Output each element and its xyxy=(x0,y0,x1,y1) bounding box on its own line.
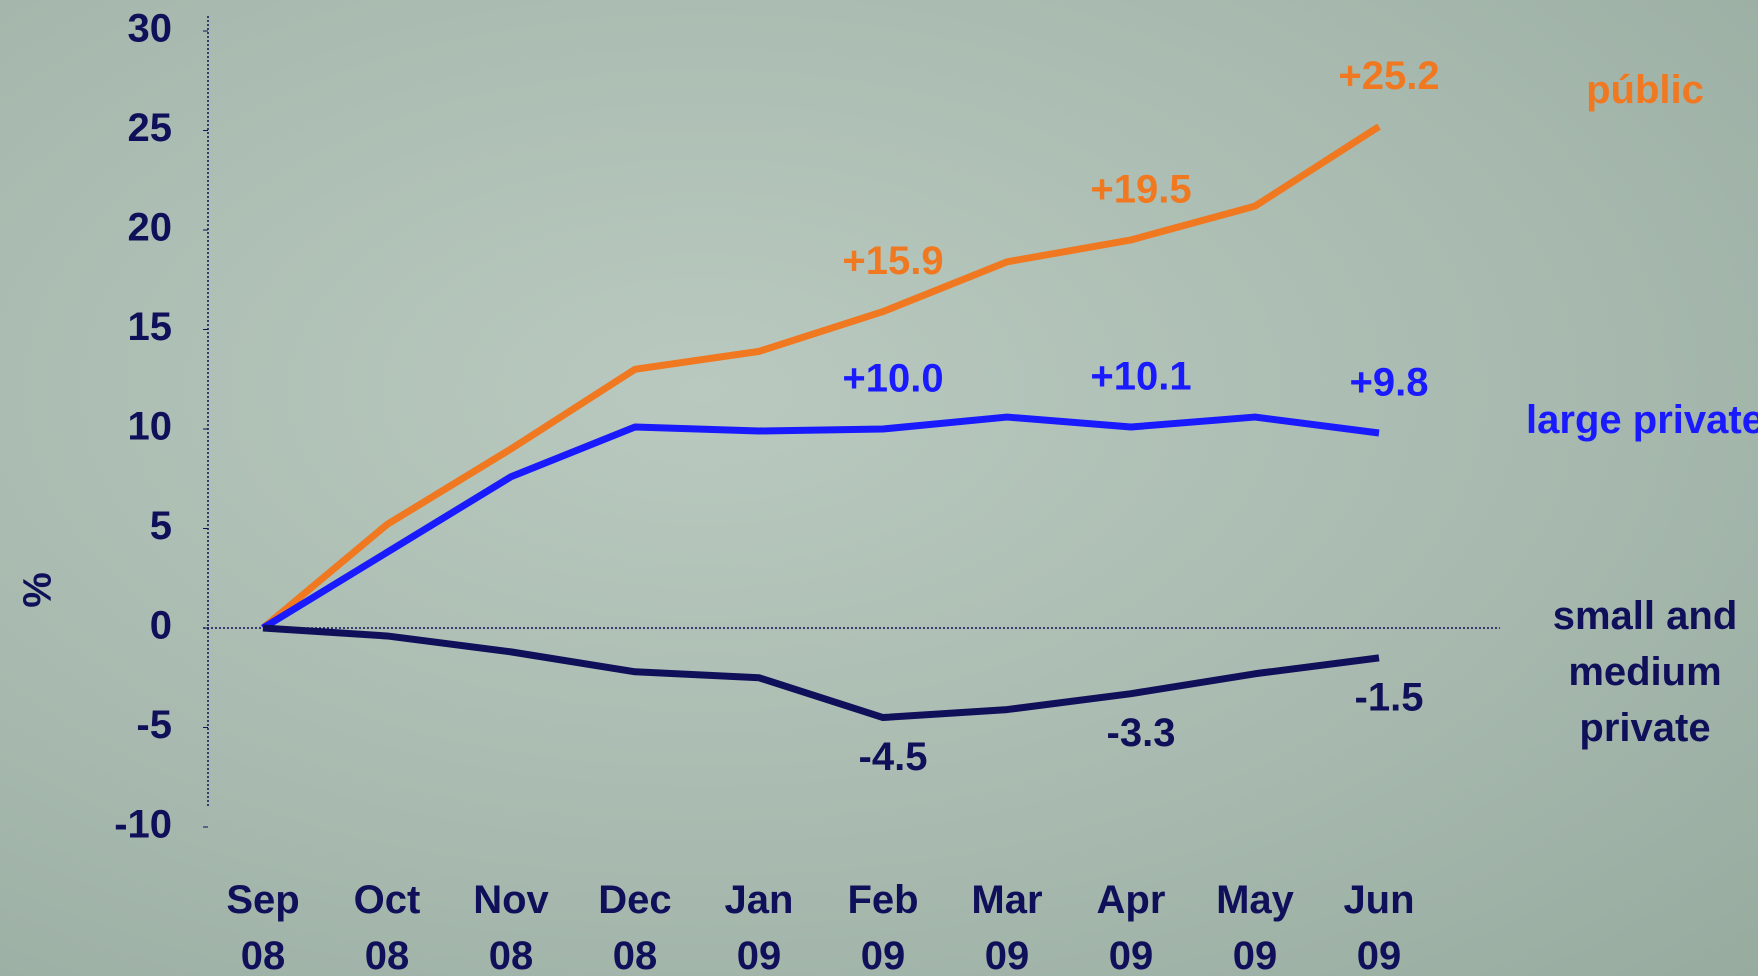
data-label: -1.5 xyxy=(1355,675,1424,719)
series-line xyxy=(263,417,1379,628)
x-tick-label: Apr 09 xyxy=(1071,872,1191,976)
data-label: +10.1 xyxy=(1090,355,1191,399)
x-tick-label: Feb 09 xyxy=(823,872,943,976)
y-tick-label: 10 xyxy=(128,405,173,449)
y-tick-label: 30 xyxy=(128,7,173,51)
chart: % -10 -5 0 5 10 15 20 25 30 +15.9 +19.5 +25.2 +10.0 +… xyxy=(0,0,1758,976)
series-line xyxy=(263,127,1379,628)
data-label: -3.3 xyxy=(1107,711,1176,755)
data-label: +15.9 xyxy=(842,239,943,283)
y-tick-label: -5 xyxy=(136,703,172,747)
x-tick-label: May 09 xyxy=(1195,872,1315,976)
x-tick-label: Mar 09 xyxy=(947,872,1067,976)
data-label: -4.5 xyxy=(859,735,928,779)
legend-label: públic xyxy=(1525,62,1758,118)
legend-label: large private xyxy=(1525,392,1758,448)
x-tick-label: Nov 08 xyxy=(451,872,571,976)
legend-label: small and medium private xyxy=(1525,588,1758,756)
x-tick-label: Jan 09 xyxy=(699,872,819,976)
x-tick-label: Jun 09 xyxy=(1319,872,1439,976)
y-axis-label: % xyxy=(16,572,60,608)
y-tick-label: 15 xyxy=(128,305,173,349)
series-line xyxy=(263,628,1379,718)
y-tick-label: 0 xyxy=(150,604,172,648)
plot: % -10 -5 0 5 10 15 20 25 30 +15.9 +19.5 +25.2 +10.0 +… xyxy=(0,0,1758,976)
y-tick-label: -10 xyxy=(114,803,172,847)
y-tick-label: 5 xyxy=(150,504,172,548)
y-tick-label: 25 xyxy=(128,106,173,150)
data-label: +9.8 xyxy=(1350,361,1429,405)
data-label: +19.5 xyxy=(1090,168,1191,212)
x-tick-label: Dec 08 xyxy=(575,872,695,976)
data-label: +25.2 xyxy=(1338,54,1439,98)
data-label: +10.0 xyxy=(842,357,943,401)
x-tick-label: Oct 08 xyxy=(327,872,447,976)
x-tick-label: Sep 08 xyxy=(203,872,323,976)
y-tick-label: 20 xyxy=(128,206,173,250)
